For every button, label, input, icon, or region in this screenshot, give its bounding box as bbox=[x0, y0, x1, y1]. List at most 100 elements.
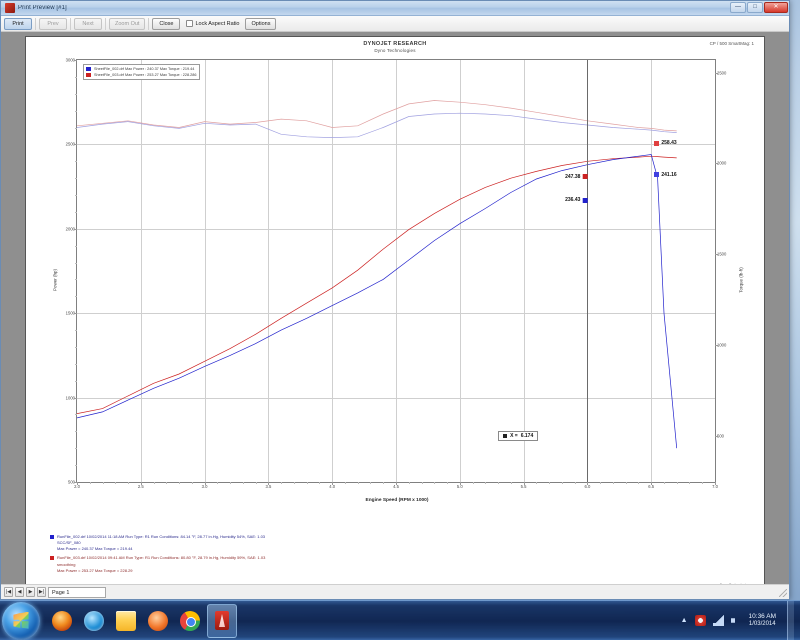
cursor-label: X = bbox=[510, 433, 518, 440]
taskbar-clock[interactable]: 10:36 AM 1/03/2014 bbox=[749, 613, 780, 627]
run-swatch-red bbox=[50, 556, 54, 561]
x-minor-tick bbox=[689, 482, 691, 484]
minimize-button[interactable]: — bbox=[730, 2, 746, 13]
y-minor-tick-left bbox=[75, 127, 77, 129]
volume-icon[interactable] bbox=[730, 615, 742, 626]
show-desktop-button[interactable] bbox=[787, 600, 794, 640]
x-minor-tick bbox=[638, 482, 640, 484]
y-minor-tick-left bbox=[75, 363, 77, 365]
preview-toolbar: Print Prev Next Zoom Out Close Lock Aspe… bbox=[1, 16, 789, 32]
x-minor-tick bbox=[306, 482, 308, 484]
y-minor-tick-left bbox=[75, 262, 77, 264]
run-info-lines: RunFile_002.drf 10/02/2014 11:18 AM Run … bbox=[57, 534, 265, 553]
print-button[interactable]: Print bbox=[4, 17, 32, 30]
options-button[interactable]: Options bbox=[245, 17, 277, 30]
y-minor-tick-left bbox=[75, 178, 77, 180]
x-tick-mark bbox=[77, 482, 78, 485]
taskbar-app-internet-explorer[interactable] bbox=[79, 604, 109, 638]
taskbar-app-firefox[interactable] bbox=[47, 604, 77, 638]
x-minor-tick bbox=[702, 482, 704, 484]
x-minor-tick bbox=[179, 482, 181, 484]
y-minor-tick-left bbox=[75, 161, 77, 163]
x-minor-tick bbox=[510, 482, 512, 484]
y-tick-label-left: 2500 bbox=[65, 141, 75, 147]
y-tick-mark-left bbox=[74, 228, 77, 230]
taskbar-app-windows-explorer[interactable] bbox=[111, 604, 141, 638]
x-minor-tick bbox=[612, 482, 614, 484]
x-minor-tick bbox=[663, 482, 665, 484]
x-minor-tick bbox=[128, 482, 130, 484]
grid-line-vertical bbox=[140, 60, 142, 482]
chart-curves bbox=[77, 100, 678, 449]
series-line bbox=[77, 100, 677, 132]
x-minor-tick bbox=[408, 482, 410, 484]
y-tick-label-right: 500 bbox=[717, 433, 724, 439]
legend-label: SheetFile_003.drf Max Power : 253.27 Max… bbox=[94, 73, 197, 77]
x-minor-tick bbox=[536, 482, 538, 484]
x-minor-tick bbox=[498, 482, 500, 484]
window-title: Print Preview [#1] bbox=[18, 5, 67, 11]
system-tray: ▲ 10:36 AM 1/03/2014 bbox=[680, 600, 800, 640]
start-button[interactable] bbox=[2, 601, 40, 640]
resize-grip-icon[interactable] bbox=[779, 589, 787, 597]
network-icon[interactable] bbox=[712, 615, 724, 626]
close-preview-button[interactable]: Close bbox=[152, 17, 181, 30]
x-minor-tick bbox=[319, 482, 321, 484]
x-minor-tick bbox=[600, 482, 602, 484]
y-tick-mark-right bbox=[715, 344, 718, 346]
grid-line-vertical bbox=[459, 60, 461, 482]
x-tick-mark bbox=[587, 482, 589, 485]
plot-area[interactable]: SheetFile_002.drf Max Power : 240.37 Max… bbox=[66, 58, 727, 490]
taskbar-app-chrome[interactable] bbox=[175, 604, 205, 638]
next-page-button[interactable]: Next bbox=[74, 17, 102, 30]
x-tick-mark bbox=[204, 482, 206, 485]
callout-marker bbox=[582, 197, 588, 203]
x-tick-label: 4.5 bbox=[393, 484, 399, 489]
first-page-button[interactable]: |◀ bbox=[4, 587, 13, 597]
y-minor-tick-left bbox=[75, 76, 77, 78]
x-tick-label: 4.0 bbox=[329, 484, 336, 489]
prev-page-button[interactable]: Prev bbox=[39, 17, 67, 30]
lock-aspect-ratio-checkbox[interactable]: Lock Aspect Ratio bbox=[183, 20, 242, 27]
toolbar-separator bbox=[105, 17, 106, 30]
taskbar-app-media-player[interactable] bbox=[143, 604, 173, 638]
x-minor-tick bbox=[166, 482, 168, 484]
grid-line-vertical bbox=[204, 60, 206, 482]
grid-line-vertical bbox=[651, 60, 653, 482]
action-center-icon[interactable] bbox=[694, 615, 706, 626]
x-tick-label: 6.5 bbox=[648, 484, 655, 489]
cursor-value: 6.174 bbox=[520, 433, 534, 440]
data-callout-red-left: 247.38 bbox=[565, 174, 588, 180]
last-page-button[interactable]: ▶| bbox=[37, 587, 46, 597]
x-minor-tick bbox=[281, 482, 283, 484]
run-info-block-blue: RunFile_002.drf 10/02/2014 11:18 AM Run … bbox=[50, 534, 746, 553]
prev-page-nav-button[interactable]: ◀ bbox=[15, 587, 24, 597]
cursor-line[interactable] bbox=[587, 60, 589, 482]
close-button[interactable]: ✕ bbox=[764, 2, 788, 13]
x-minor-tick bbox=[676, 482, 678, 484]
maximize-button[interactable]: □ bbox=[747, 2, 763, 13]
page-indicator[interactable]: Page 1 bbox=[48, 586, 106, 598]
preview-scroll-area[interactable]: DYNOJET RESEARCH Dyno Technologies CP / … bbox=[1, 32, 789, 584]
grid-line-horizontal bbox=[77, 397, 715, 399]
callout-marker bbox=[654, 140, 660, 146]
taskbar-app-acrobat-reader[interactable] bbox=[207, 603, 237, 638]
run-info-lines: RunFile_003.drf 10/02/2014 09:41 AM Run … bbox=[57, 555, 265, 574]
next-page-nav-button[interactable]: ▶ bbox=[26, 587, 35, 597]
x-tick-mark bbox=[268, 482, 270, 485]
window-controls: — □ ✕ bbox=[730, 2, 788, 13]
zoom-out-button[interactable]: Zoom Out bbox=[109, 17, 146, 30]
show-hidden-icons-icon[interactable]: ▲ bbox=[680, 617, 688, 624]
cursor-readout-box: X = 6.174 bbox=[498, 431, 539, 442]
y-minor-tick-left bbox=[75, 195, 77, 197]
y-minor-tick-left bbox=[75, 296, 77, 298]
chart-subtitle: Dyno Technologies bbox=[374, 48, 416, 53]
y-minor-tick-left bbox=[75, 211, 77, 213]
x-minor-tick bbox=[344, 482, 346, 484]
x-minor-tick bbox=[255, 482, 257, 484]
toolbar-separator bbox=[148, 17, 150, 30]
window-titlebar[interactable]: Print Preview [#1] — □ ✕ bbox=[1, 1, 789, 16]
data-callout-blue-right: 241.16 bbox=[654, 172, 677, 178]
x-minor-tick bbox=[242, 482, 244, 484]
toolbar-separator bbox=[70, 17, 71, 30]
